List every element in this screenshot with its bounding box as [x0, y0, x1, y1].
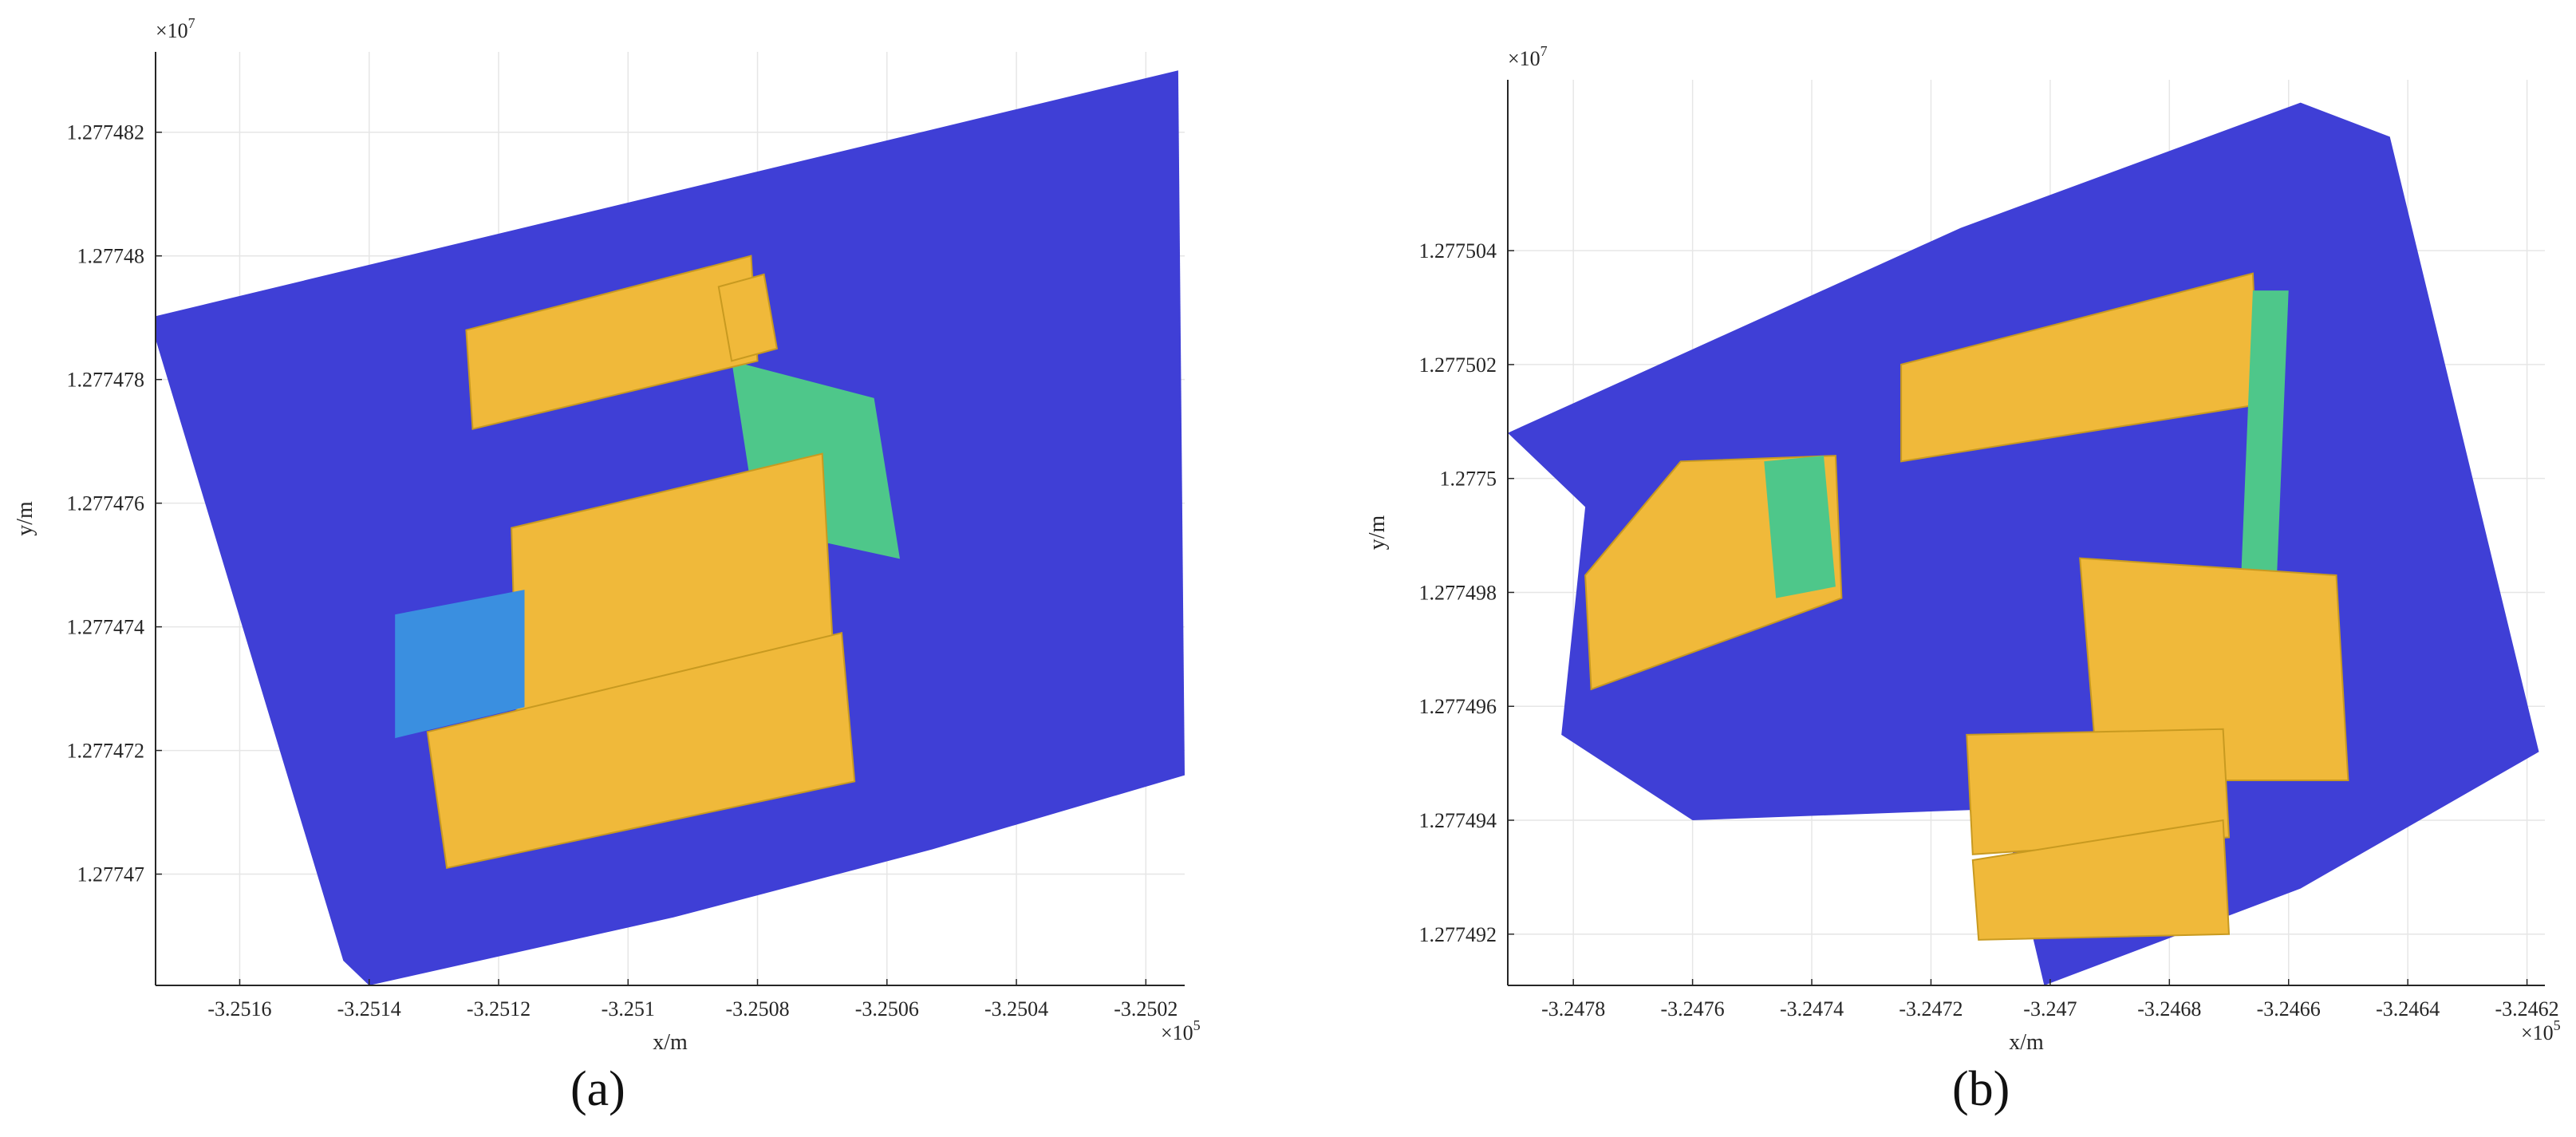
y-tick-label: 1.27747: [77, 863, 145, 886]
x-tick-label: -3.2476: [1661, 997, 1725, 1021]
x-tick-label: -3.2474: [1780, 997, 1844, 1021]
y-tick-label: 1.2775: [1440, 468, 1497, 491]
x-tick-label: -3.2504: [984, 997, 1048, 1021]
y-exponent-label: ×107: [1508, 43, 1548, 70]
x-tick-label: -3.251: [602, 997, 655, 1021]
x-tick-label: -3.2508: [725, 997, 789, 1021]
x-tick-label: -3.2506: [855, 997, 919, 1021]
x-tick-label: -3.2468: [2137, 997, 2201, 1021]
y-tick-label: 1.277472: [67, 740, 145, 763]
y-tick-label: 1.277482: [67, 121, 145, 144]
y-tick-label: 1.277474: [67, 616, 145, 639]
region-vegetation: [395, 590, 525, 739]
chart-a-svg: -3.2516 -3.2514 -3.2512 -3.251 -3.2508 -3.250…: [13, 15, 1201, 1055]
y-tick-label: 1.277478: [67, 369, 145, 392]
y-tick-label: 1.277498: [1419, 581, 1497, 604]
y-tick-label: 1.277496: [1419, 695, 1497, 718]
x-tick-label: -3.247: [2023, 997, 2077, 1021]
region-roof_high: [465, 255, 759, 430]
x-tick-label: -3.2478: [1541, 997, 1605, 1021]
y-axis-label: y/m: [13, 501, 37, 536]
x-tick-label: -3.2466: [2257, 997, 2321, 1021]
x-tick-label: -3.2512: [467, 997, 531, 1021]
x-tick-label: -3.2502: [1114, 997, 1178, 1021]
chart-panel-b: -3.2478 -3.2476 -3.2474 -3.2472 -3.247 -3.246…: [1340, 0, 2576, 1137]
point-cloud: [1508, 102, 2539, 985]
x-tick-label: -3.2464: [2376, 997, 2440, 1021]
region-roof_high: [1966, 728, 2231, 855]
region-roof_high: [717, 273, 779, 362]
y-tick-label: 1.277504: [1419, 239, 1497, 263]
x-tick-label: -3.2462: [2495, 997, 2559, 1021]
x-tick-label: -3.2516: [207, 997, 271, 1021]
caption-b: (b): [1952, 1062, 2010, 1116]
region-roof_low: [2241, 290, 2289, 582]
x-exponent-label: ×105: [1161, 1017, 1201, 1044]
x-exponent-power: 5: [1193, 1017, 1201, 1033]
x-tick-label: -3.2472: [1899, 997, 1963, 1021]
region-roof_low: [1764, 456, 1836, 598]
x-axis-label: x/m: [2009, 1030, 2044, 1055]
y-tick-label: 1.277494: [1419, 809, 1497, 832]
caption-a: (a): [570, 1062, 625, 1116]
chart-panel-a: -3.2516 -3.2514 -3.2512 -3.251 -3.2508 -3.250…: [0, 0, 1229, 1137]
point-cloud: [156, 70, 1185, 985]
y-exponent-label: ×107: [156, 15, 195, 42]
x-exponent-label: ×105: [2521, 1017, 2561, 1044]
y-tick-label: 1.27748: [77, 245, 145, 268]
chart-b-svg: -3.2478 -3.2476 -3.2474 -3.2472 -3.247 -3.246…: [1365, 43, 2561, 1055]
region-roof_high: [2079, 557, 2349, 781]
region-roof_high: [426, 632, 856, 870]
x-tick-label: -3.2514: [337, 997, 401, 1021]
y-tick-label: 1.277476: [67, 492, 145, 515]
y-exponent-power: 7: [188, 15, 195, 31]
x-axis-label: x/m: [653, 1030, 688, 1055]
y-axis-label: y/m: [1365, 515, 1390, 551]
y-tick-label: 1.277492: [1419, 923, 1497, 946]
y-exponent-power: 7: [1540, 43, 1548, 59]
region-roof_high: [1971, 819, 2231, 941]
y-tick-label: 1.277502: [1419, 353, 1497, 377]
x-exponent-power: 5: [2554, 1017, 2561, 1033]
